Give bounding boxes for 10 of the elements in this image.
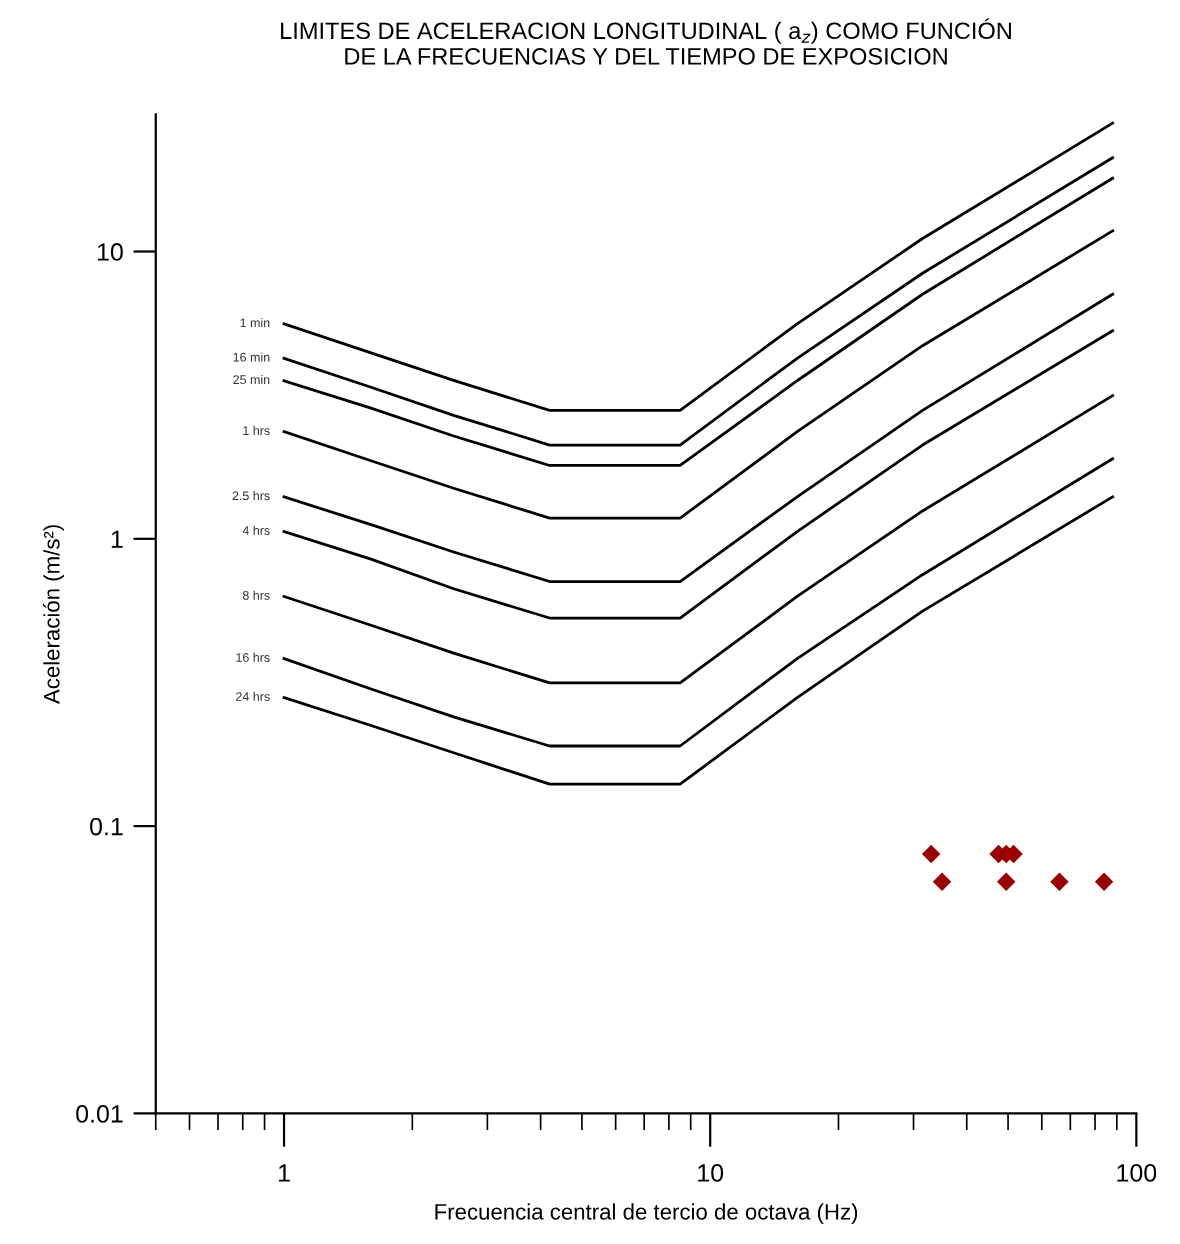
x-tick-label: 1 — [279, 1164, 290, 1182]
x-axis-title: Frecuencia central de tercio de octava (Hz) — [435, 1203, 858, 1225]
y-tick-label: 1 — [111, 530, 123, 548]
y-tick-label: 0.01 — [76, 1104, 123, 1123]
y-tick-label: 10 — [97, 243, 123, 261]
chart-title: LIMITES DE ACELERACION LONGITUDINAL ( a$_{z}$) COMO FUNCIÓN DE LA FRECUENCIAS Y DEL TIEMPO DE EXPOSICION — [281, 18, 1011, 65]
y-tick-label: 0.1 — [90, 817, 123, 836]
x-tick-label: 100 — [1117, 1164, 1157, 1182]
y-axis-title: Aceleración (m/s²) — [43, 525, 65, 705]
x-tick-label: 10 — [698, 1164, 724, 1182]
